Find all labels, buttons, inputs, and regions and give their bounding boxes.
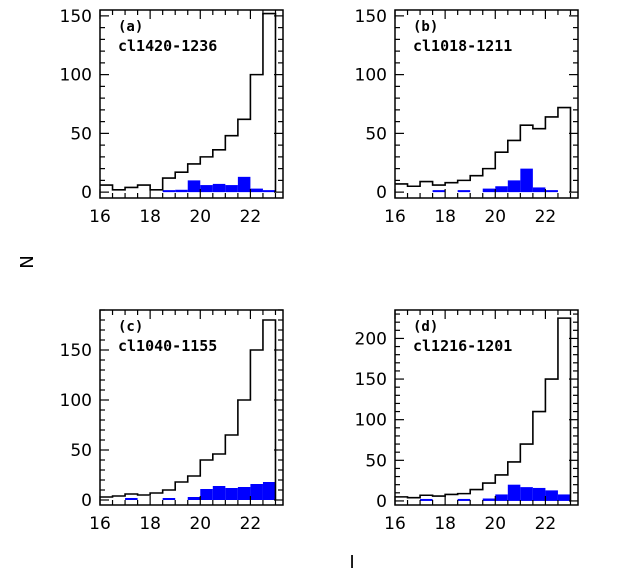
- member-bar: [482, 188, 496, 193]
- member-bar: [532, 487, 546, 501]
- member-bar: [250, 484, 263, 500]
- all-galaxies-step-line: [100, 319, 277, 500]
- x-tick-label: 18: [139, 514, 161, 534]
- cluster-name: cl1018-1211: [413, 37, 512, 55]
- y-tick-label: 50: [70, 441, 92, 461]
- member-bar: [495, 186, 508, 193]
- member-bar: [520, 487, 533, 501]
- panel-letter: (d): [413, 319, 438, 335]
- member-bar: [507, 180, 521, 193]
- x-tick-label: 18: [139, 207, 161, 227]
- histogram-panel: 16 18 20 22 0 50 100 150 200 (d) cl1216-1201: [355, 309, 579, 534]
- y-tick-label: 50: [70, 124, 92, 144]
- member-bar: [187, 180, 201, 193]
- member-bar: [532, 187, 546, 193]
- y-axis-label: N: [15, 255, 36, 268]
- y-tick-label: 0: [81, 491, 92, 511]
- member-bar: [237, 487, 251, 500]
- x-tick-label: 22: [535, 514, 557, 534]
- member-bar: [162, 498, 176, 500]
- y-tick-label: 0: [81, 183, 92, 203]
- cluster-name: cl1040-1155: [118, 337, 217, 355]
- member-bar: [507, 484, 521, 501]
- member-bar: [212, 486, 226, 500]
- y-tick-label: 50: [365, 124, 387, 144]
- panel-frame: [394, 309, 579, 506]
- x-tick-label: 18: [434, 514, 456, 534]
- member-bar: [262, 482, 276, 500]
- y-tick-label: 150: [355, 370, 387, 390]
- x-tick-label: 20: [484, 207, 506, 227]
- member-bar: [200, 489, 213, 500]
- y-tick-label: 100: [60, 66, 92, 86]
- member-bar: [420, 498, 433, 501]
- x-tick-label: 16: [89, 207, 111, 227]
- x-tick-label: 22: [535, 207, 557, 227]
- y-tick-label: 150: [60, 341, 92, 361]
- x-tick-label: 20: [189, 514, 211, 534]
- panel-letter: (b): [413, 19, 438, 35]
- member-bar: [457, 190, 471, 193]
- member-bar: [545, 190, 558, 193]
- x-tick-label: 20: [484, 514, 506, 534]
- member-bar: [162, 190, 176, 193]
- x-tick-label: 16: [89, 514, 111, 534]
- y-tick-label: 100: [355, 411, 387, 431]
- member-bar: [237, 176, 251, 193]
- panel-letter: (c): [118, 319, 143, 335]
- x-tick-label: 22: [240, 207, 262, 227]
- y-tick-label: 150: [60, 7, 92, 27]
- member-bar: [125, 498, 138, 500]
- member-bar: [557, 494, 571, 501]
- panel-frame: [99, 309, 284, 506]
- member-bar: [520, 168, 533, 193]
- member-bar: [545, 490, 558, 501]
- member-bar: [262, 190, 276, 193]
- member-bar: [482, 498, 496, 501]
- member-bar: [495, 494, 508, 501]
- histogram-panel: 16 18 20 22 0 50 100 150 (b) cl1018-1211: [355, 7, 579, 227]
- x-tick-label: 20: [189, 207, 211, 227]
- member-bar: [457, 498, 471, 501]
- x-tick-label: 18: [434, 207, 456, 227]
- y-tick-label: 0: [376, 492, 387, 512]
- panel-frame: [99, 9, 284, 199]
- x-tick-label: 16: [384, 514, 406, 534]
- member-bar: [212, 183, 226, 193]
- y-tick-label: 100: [60, 391, 92, 411]
- member-bar: [200, 185, 213, 193]
- cluster-name: cl1216-1201: [413, 337, 512, 355]
- cluster-name: cl1420-1236: [118, 37, 217, 55]
- member-bar: [250, 188, 263, 193]
- x-tick-label: 22: [240, 514, 262, 534]
- y-tick-label: 200: [355, 329, 387, 349]
- panel-frame: [394, 9, 579, 199]
- member-bar: [175, 189, 188, 193]
- all-galaxies-step-line: [395, 106, 572, 193]
- panel-letter: (a): [118, 19, 143, 35]
- x-tick-label: 16: [384, 207, 406, 227]
- y-tick-label: 100: [355, 66, 387, 86]
- member-bar: [225, 185, 238, 193]
- histogram-panel: 16 18 20 22 0 50 100 150 (c) cl1040-1155: [60, 309, 284, 534]
- y-tick-label: 150: [355, 7, 387, 27]
- all-galaxies-step-line: [100, 12, 277, 193]
- all-galaxies-step-line: [395, 317, 572, 501]
- histogram-panel: 16 18 20 22 0 50 100 150 (a) cl1420-1236: [60, 7, 284, 227]
- member-bar: [187, 497, 201, 500]
- member-bar: [225, 488, 238, 500]
- member-bar: [432, 190, 446, 193]
- y-tick-label: 50: [365, 451, 387, 471]
- y-tick-label: 0: [376, 183, 387, 203]
- x-axis-label: I: [349, 552, 354, 573]
